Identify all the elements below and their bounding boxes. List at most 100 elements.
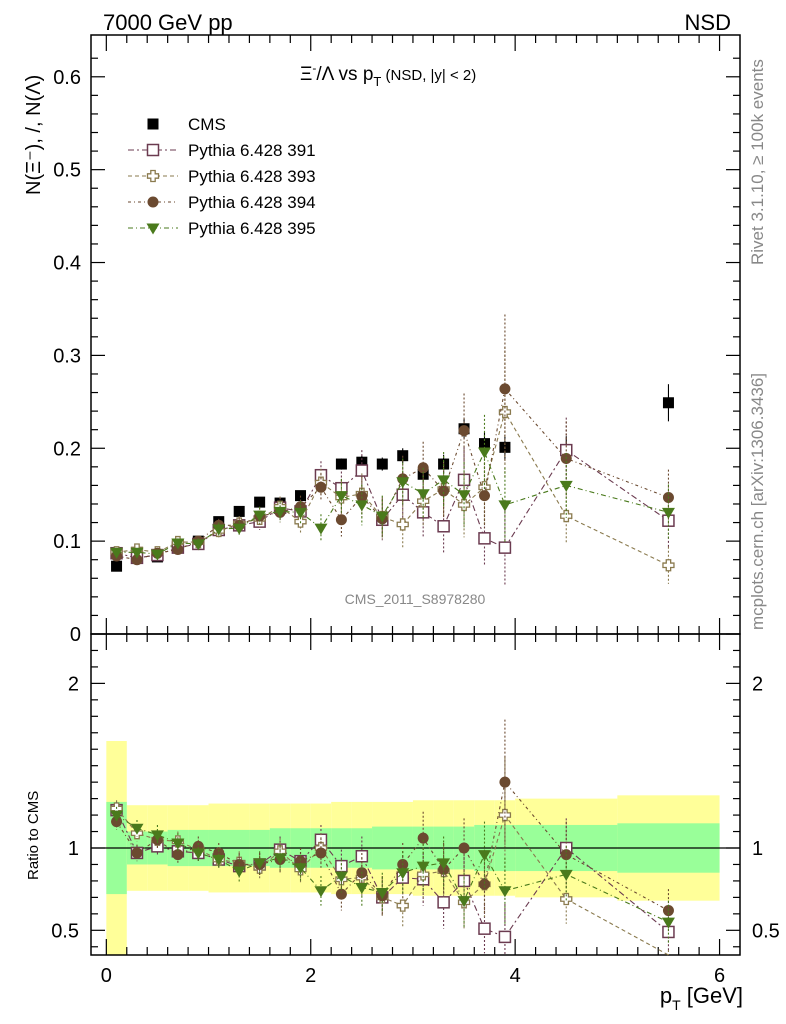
data-point bbox=[130, 547, 144, 559]
ratio-y-tick-label: 0.5 bbox=[51, 920, 79, 942]
data-point bbox=[376, 458, 388, 470]
xlabel-main: p bbox=[660, 983, 672, 1008]
data-point bbox=[478, 490, 490, 502]
data-point bbox=[417, 832, 429, 844]
ratio-y-tick-label-right: 0.5 bbox=[752, 920, 780, 942]
data-point bbox=[498, 930, 512, 944]
data-point bbox=[498, 500, 512, 512]
ratio-y-axis-label: Ratio to CMS bbox=[25, 791, 42, 880]
data-point bbox=[437, 475, 451, 487]
main-y-tick-label: 0.5 bbox=[53, 160, 81, 182]
main-y-tick-label: 0.2 bbox=[53, 438, 81, 460]
main-y-tick-label: 0.6 bbox=[53, 67, 81, 89]
data-point bbox=[335, 458, 347, 470]
axes-ticks: 0 0.1 0.2 0.3 0.4 0.5 0.6 0.5 0.5 1 1 2 2 0 2 4 6 bbox=[51, 35, 780, 987]
data-point bbox=[355, 464, 369, 477]
data-point bbox=[253, 858, 267, 870]
data-point bbox=[499, 383, 511, 395]
series-line bbox=[116, 780, 669, 912]
data-point bbox=[334, 871, 348, 883]
series-pythia-6-428-395-main bbox=[110, 414, 675, 561]
data-point bbox=[478, 922, 491, 935]
data-point bbox=[560, 509, 573, 523]
main-y-tick-label: 0.4 bbox=[53, 253, 81, 275]
legend-marker bbox=[146, 143, 160, 157]
data-point bbox=[477, 447, 491, 459]
data-point bbox=[172, 543, 184, 555]
x-tick-label: 4 bbox=[510, 965, 521, 987]
data-point bbox=[233, 505, 245, 517]
header-left: 7000 GeV pp bbox=[103, 10, 233, 35]
data-point bbox=[396, 477, 410, 489]
data-point bbox=[396, 518, 409, 531]
title-main: Ξ bbox=[300, 64, 312, 85]
data-point bbox=[150, 549, 164, 561]
legend: CMS Pythia 6.428 391 Pythia 6.428 393 Pythi… bbox=[128, 115, 316, 238]
data-point bbox=[662, 397, 674, 409]
legend-marker bbox=[147, 118, 159, 130]
data-point bbox=[335, 888, 347, 900]
data-point bbox=[315, 847, 327, 859]
ratio-y-tick-label-right: 1 bbox=[752, 838, 763, 860]
xlabel-sub: T bbox=[672, 997, 681, 1013]
data-point bbox=[111, 816, 123, 828]
data-point bbox=[498, 541, 512, 554]
data-point bbox=[253, 510, 267, 522]
chart-title: Ξ-/Λ vs pT (NSD, |y| < 2) bbox=[300, 61, 476, 89]
data-point bbox=[172, 849, 184, 861]
header-right: NSD bbox=[685, 10, 731, 35]
data-point bbox=[254, 496, 266, 508]
data-point bbox=[478, 532, 491, 545]
ratio-y-tick-label: 1 bbox=[68, 838, 79, 860]
data-point bbox=[416, 489, 430, 501]
data-point bbox=[375, 511, 389, 523]
legend-marker bbox=[146, 223, 160, 235]
xlabel-rest: [GeV] bbox=[681, 983, 743, 1008]
series-pythia-6-428-391-main bbox=[110, 417, 675, 585]
data-point bbox=[437, 520, 450, 533]
data-point bbox=[110, 810, 124, 822]
data-point bbox=[457, 896, 471, 908]
data-point bbox=[416, 861, 430, 873]
data-point bbox=[437, 858, 451, 870]
data-point bbox=[498, 808, 512, 822]
series-line bbox=[116, 450, 669, 555]
data-point bbox=[661, 507, 675, 519]
rivet-label: Rivet 3.1.10, ≥ 100k events bbox=[748, 59, 767, 265]
main-y-tick-label: 0 bbox=[70, 624, 81, 646]
data-point bbox=[150, 830, 164, 842]
legend-label: Pythia 6.428 391 bbox=[188, 141, 316, 160]
data-point bbox=[314, 523, 328, 535]
data-point bbox=[499, 776, 511, 788]
title-sup: - bbox=[312, 61, 316, 75]
series-line bbox=[116, 449, 669, 559]
series-pythia-6-428-395-ratio bbox=[110, 806, 675, 944]
ratio-plot-frame bbox=[90, 633, 741, 956]
series-line bbox=[116, 410, 669, 566]
x-axis-label: pT [GeV] bbox=[660, 983, 743, 1013]
data-point bbox=[131, 847, 143, 859]
data-point bbox=[335, 514, 347, 526]
series-layer bbox=[110, 314, 675, 956]
data-point bbox=[294, 507, 308, 519]
data-point bbox=[232, 866, 246, 878]
data-point bbox=[559, 480, 573, 492]
x-tick-label: 0 bbox=[101, 965, 112, 987]
data-point bbox=[438, 485, 450, 497]
title-sub: T bbox=[373, 74, 381, 89]
data-point bbox=[478, 878, 490, 890]
data-point bbox=[417, 868, 430, 881]
data-point bbox=[212, 855, 226, 867]
data-point bbox=[212, 524, 226, 536]
data-point bbox=[559, 869, 573, 881]
legend-label: Pythia 6.428 393 bbox=[188, 167, 316, 186]
data-point bbox=[294, 863, 308, 875]
data-point bbox=[437, 896, 450, 909]
data-point bbox=[315, 481, 327, 493]
ratio-y-tick-label: 2 bbox=[68, 673, 79, 695]
data-point bbox=[498, 886, 512, 898]
legend-label: CMS bbox=[188, 115, 226, 134]
main-y-axis-label: N(Ξ⁻), /, N(Λ) bbox=[23, 75, 45, 195]
data-point bbox=[314, 886, 328, 898]
